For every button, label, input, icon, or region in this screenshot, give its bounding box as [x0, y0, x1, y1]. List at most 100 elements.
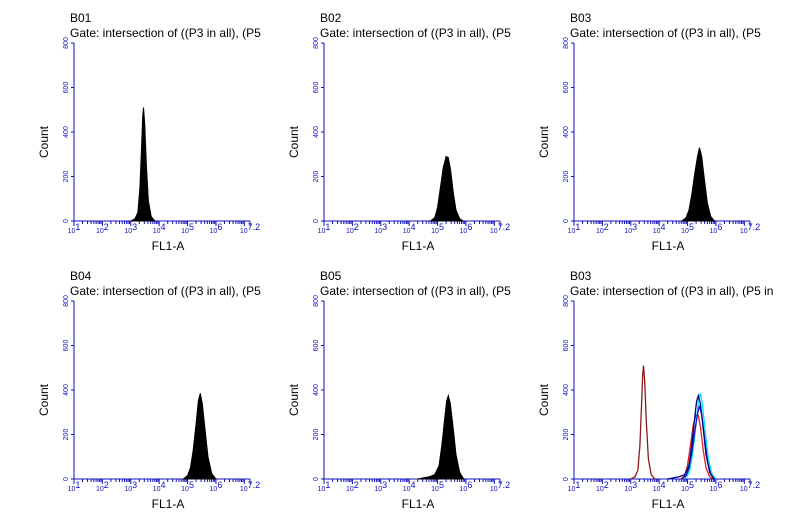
histogram-panel-b05: B05 Gate: intersection of ((P3 in all), … — [287, 269, 580, 531]
panel-title: B02 — [320, 11, 342, 25]
histogram-panel-b01: B01 Gate: intersection of ((P3 in all), … — [37, 11, 330, 273]
x-tick-label: 102 — [596, 222, 609, 235]
histogram-plot: 0 200 400 600 800 101 102 103 104 105 106 107.2 FL1-… — [537, 37, 760, 253]
x-tick-label: 102 — [96, 222, 109, 235]
gate-label: Gate: intersection of ((P3 in all), (P5 — [570, 26, 761, 40]
x-tick-label: 105 — [181, 480, 194, 493]
x-tick-label: 103 — [124, 222, 137, 235]
x-tick-label: 107.2 — [740, 480, 760, 493]
y-tick-label: 0 — [313, 477, 320, 481]
x-tick-label: 106 — [210, 480, 223, 493]
x-axis-label: FL1-A — [402, 497, 435, 511]
x-tick-label: 103 — [374, 480, 387, 493]
histogram-plot: 0 200 400 600 800 101 102 103 104 105 106 107.2 FL1-… — [287, 295, 510, 511]
y-tick-label: 800 — [63, 37, 70, 49]
x-tick-label: 102 — [96, 480, 109, 493]
x-tick-label: 102 — [346, 480, 359, 493]
x-tick-label: 107.2 — [740, 222, 760, 235]
x-tick-label: 105 — [431, 480, 444, 493]
x-tick-label: 104 — [403, 222, 416, 235]
histogram-plot: 0 200 400 600 800 101 102 103 104 105 106 107.2 FL1-… — [287, 37, 510, 253]
x-tick-label: 104 — [153, 480, 166, 493]
x-tick-label: 106 — [460, 480, 473, 493]
x-tick-label: 103 — [624, 222, 637, 235]
x-axis-label: FL1-A — [152, 497, 185, 511]
histogram-panel-b03: B03 Gate: intersection of ((P3 in all), … — [537, 11, 800, 273]
x-tick-label: 106 — [710, 480, 723, 493]
x-tick-label: 105 — [681, 222, 694, 235]
histogram-series-0 — [417, 393, 465, 480]
y-axis-label: Count — [287, 383, 301, 416]
x-tick-label: 101 — [568, 480, 581, 493]
x-tick-label: 103 — [124, 480, 137, 493]
gate-label: Gate: intersection of ((P3 in all), (P5 … — [570, 284, 774, 298]
panel-title: B04 — [70, 269, 92, 283]
x-tick-label: 106 — [460, 222, 473, 235]
panel-title: B03 — [570, 11, 592, 25]
y-tick-label: 200 — [563, 429, 570, 441]
y-tick-label: 200 — [313, 171, 320, 183]
y-tick-label: 200 — [63, 429, 70, 441]
y-tick-label: 600 — [563, 82, 570, 94]
y-tick-label: 0 — [63, 477, 70, 481]
x-tick-label: 104 — [653, 222, 666, 235]
y-tick-label: 600 — [313, 340, 320, 352]
y-tick-label: 600 — [563, 340, 570, 352]
x-tick-label: 106 — [710, 222, 723, 235]
y-tick-label: 400 — [313, 384, 320, 396]
x-tick-label: 105 — [181, 222, 194, 235]
x-axis-label: FL1-A — [652, 497, 685, 511]
x-tick-label: 101 — [318, 222, 331, 235]
y-tick-label: 800 — [563, 295, 570, 307]
histogram-series-0 — [181, 393, 217, 480]
histogram-series-0 — [130, 107, 156, 222]
x-tick-label: 101 — [68, 480, 81, 493]
y-axis-label: Count — [37, 125, 51, 158]
histogram-plot: 0 200 400 600 800 101 102 103 104 105 106 107.2 FL1-… — [37, 37, 260, 253]
overlay-series-0 — [630, 365, 656, 480]
x-axis-label: FL1-A — [652, 239, 685, 253]
y-tick-label: 600 — [313, 82, 320, 94]
overlay-series-1 — [680, 413, 714, 480]
y-tick-label: 0 — [563, 477, 570, 481]
x-tick-label: 102 — [346, 222, 359, 235]
histogram-plot: 0 200 400 600 800 101 102 103 104 105 106 107.2 FL1-… — [37, 295, 260, 511]
panel-title: B01 — [70, 11, 92, 25]
histogram-series-0 — [429, 155, 465, 222]
y-axis-label: Count — [37, 383, 51, 416]
x-tick-label: 104 — [653, 480, 666, 493]
y-tick-label: 200 — [63, 171, 70, 183]
x-tick-label: 101 — [68, 222, 81, 235]
x-tick-label: 105 — [431, 222, 444, 235]
x-tick-label: 107.2 — [240, 480, 260, 493]
y-tick-label: 400 — [563, 126, 570, 138]
y-tick-label: 400 — [63, 384, 70, 396]
overlay-panel-b03: B03 Gate: intersection of ((P3 in all), … — [537, 269, 800, 531]
x-tick-label: 101 — [568, 222, 581, 235]
gate-label: Gate: intersection of ((P3 in all), (P5 — [70, 26, 261, 40]
y-tick-label: 800 — [313, 295, 320, 307]
y-tick-label: 0 — [563, 219, 570, 223]
y-tick-label: 600 — [63, 340, 70, 352]
y-tick-label: 400 — [313, 126, 320, 138]
gate-label: Gate: intersection of ((P3 in all), (P5 — [320, 284, 511, 298]
y-tick-label: 0 — [63, 219, 70, 223]
y-axis-label: Count — [537, 383, 551, 416]
y-tick-label: 0 — [313, 219, 320, 223]
histogram-series-0 — [680, 147, 716, 222]
y-tick-label: 200 — [313, 429, 320, 441]
y-axis-label: Count — [287, 125, 301, 158]
overlay-series-4 — [667, 393, 715, 480]
x-tick-label: 107.2 — [490, 480, 510, 493]
y-tick-label: 800 — [63, 295, 70, 307]
gate-label: Gate: intersection of ((P3 in all), (P5 — [320, 26, 511, 40]
x-axis-label: FL1-A — [402, 239, 435, 253]
x-tick-label: 104 — [403, 480, 416, 493]
x-tick-label: 101 — [318, 480, 331, 493]
panel-title: B05 — [320, 269, 342, 283]
histogram-panel-b04: B04 Gate: intersection of ((P3 in all), … — [37, 269, 330, 531]
x-tick-label: 107.2 — [490, 222, 510, 235]
x-tick-label: 105 — [681, 480, 694, 493]
y-tick-label: 400 — [63, 126, 70, 138]
panel-title: B03 — [570, 269, 592, 283]
